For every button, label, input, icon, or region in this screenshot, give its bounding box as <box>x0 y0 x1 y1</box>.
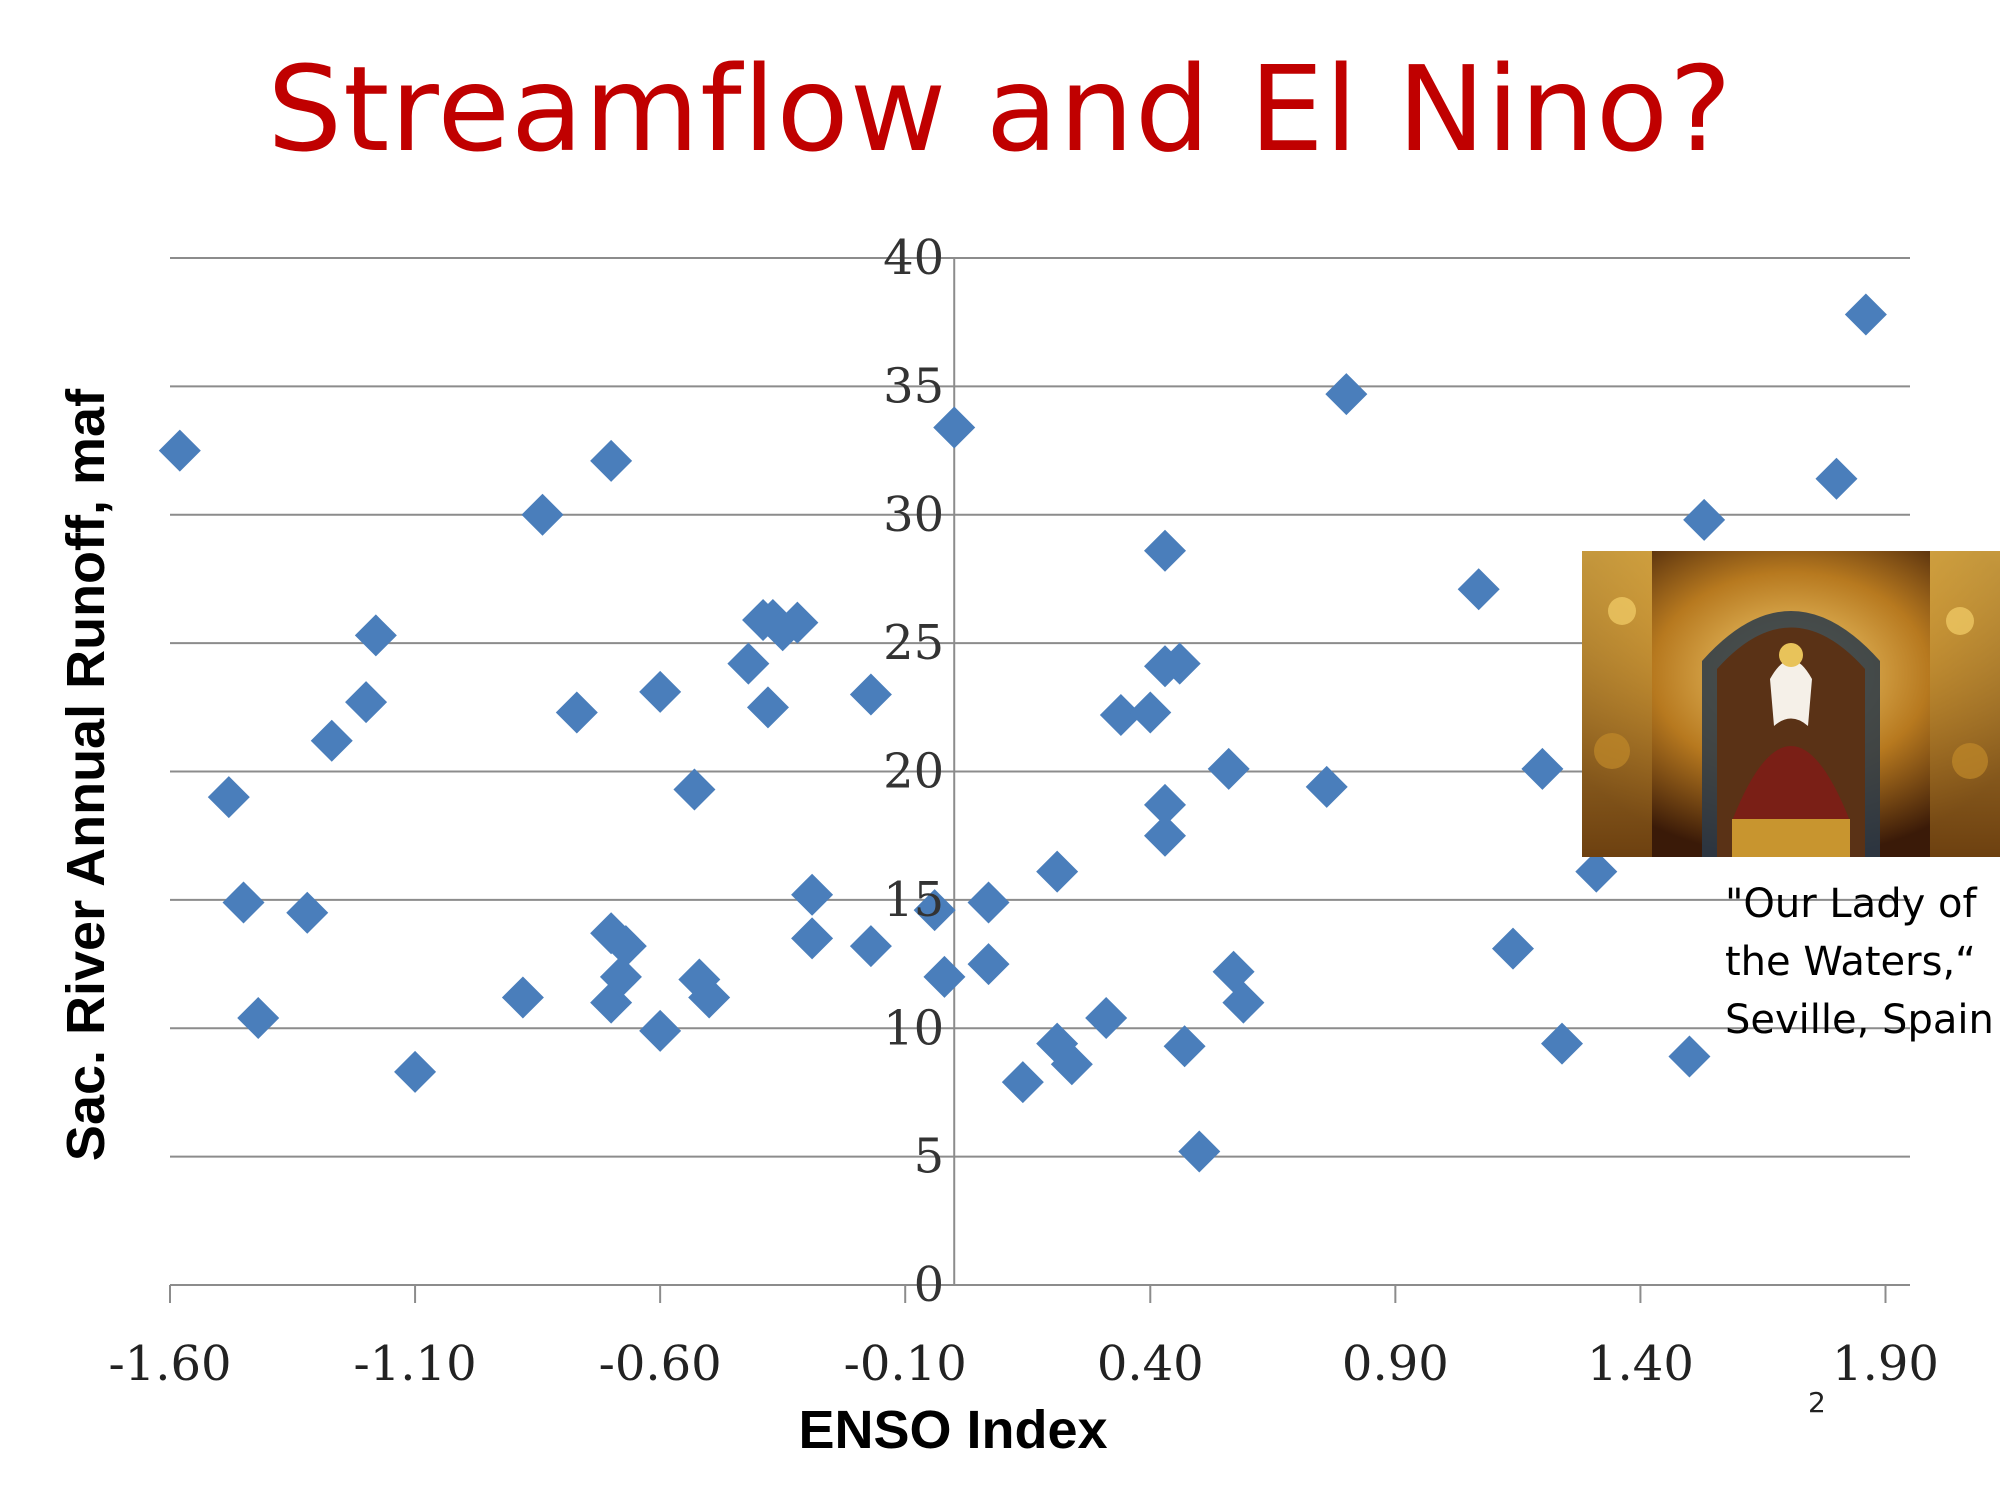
y-tick-label: 40 <box>883 230 944 286</box>
y-tick-labels: 0 5 10 15 20 25 30 35 40 <box>883 230 944 1313</box>
data-point <box>222 881 265 924</box>
data-point <box>501 976 544 1019</box>
data-point <box>1212 950 1255 993</box>
y-tick-label: 30 <box>883 487 944 543</box>
data-point <box>791 917 834 960</box>
data-point <box>1143 783 1186 826</box>
data-point <box>286 891 329 934</box>
data-point <box>849 925 892 968</box>
data-point <box>1521 747 1564 790</box>
gridlines <box>170 257 1910 1286</box>
data-point <box>933 406 976 449</box>
data-point <box>1222 981 1265 1024</box>
x-tick-label: -1.60 <box>108 1336 231 1392</box>
y-tick-label: 35 <box>883 358 944 414</box>
data-point <box>967 881 1010 924</box>
slide-number: 2 <box>1808 1386 1826 1419</box>
y-tick-label: 10 <box>883 1000 944 1056</box>
data-point <box>688 976 731 1019</box>
photo-caption: "Our Lady of the Waters,“ Seville, Spain <box>1725 875 2000 1049</box>
data-point <box>1491 927 1534 970</box>
data-point <box>158 429 201 472</box>
y-tick-label: 15 <box>883 872 944 928</box>
data-point <box>967 943 1010 986</box>
data-point <box>1815 457 1858 500</box>
data-point <box>604 925 647 968</box>
x-axis-title: ENSO Index <box>798 1400 1107 1460</box>
data-point <box>1143 814 1186 857</box>
data-point <box>1305 765 1348 808</box>
caption-line-3: Seville, Spain <box>1725 997 1994 1043</box>
y-axis-title: Sac. River Annual Runoff, maf <box>56 388 116 1161</box>
data-point <box>1178 1130 1221 1173</box>
data-point <box>521 493 564 536</box>
y-tick-label: 5 <box>914 1129 945 1185</box>
data-point <box>1158 642 1201 685</box>
altar-photo <box>1582 551 2000 857</box>
data-point <box>1457 568 1500 611</box>
data-point <box>310 719 353 762</box>
data-point <box>1143 529 1186 572</box>
data-point <box>394 1050 437 1093</box>
x-tick-label: 0.90 <box>1342 1336 1449 1392</box>
data-point <box>1085 996 1128 1039</box>
y-tick-label: 0 <box>914 1257 945 1313</box>
data-point <box>555 691 598 734</box>
data-point <box>1207 747 1250 790</box>
data-point <box>1099 694 1142 737</box>
data-point <box>727 642 770 685</box>
x-tick-label: 1.40 <box>1587 1336 1694 1392</box>
data-point <box>207 776 250 819</box>
data-point <box>345 681 388 724</box>
data-point <box>673 768 716 811</box>
data-point <box>639 670 682 713</box>
caption-line-2: the Waters,“ <box>1725 939 1976 985</box>
data-point <box>1050 1043 1093 1086</box>
data-point <box>590 439 633 482</box>
data-point <box>1129 691 1172 734</box>
y-tick-label: 20 <box>883 744 944 800</box>
data-point <box>1683 498 1726 541</box>
data-point <box>913 889 956 932</box>
data-point <box>1001 1061 1044 1104</box>
data-point <box>354 614 397 657</box>
data-point <box>1163 1025 1206 1068</box>
data-point <box>746 686 789 729</box>
data-points <box>158 293 1887 1173</box>
data-point <box>849 673 892 716</box>
x-tick-label: 1.90 <box>1832 1336 1939 1392</box>
x-tick-label: -1.10 <box>354 1336 477 1392</box>
data-point <box>923 955 966 998</box>
data-point <box>1668 1035 1711 1078</box>
x-tick-label: 0.40 <box>1097 1336 1204 1392</box>
data-point <box>791 873 834 916</box>
data-point <box>237 996 280 1039</box>
y-tick-label: 25 <box>883 615 944 671</box>
data-point <box>1325 373 1368 416</box>
data-point <box>776 601 819 644</box>
data-point <box>639 1009 682 1052</box>
x-tick-label: -0.60 <box>599 1336 722 1392</box>
x-tick-label: -0.10 <box>844 1336 967 1392</box>
x-tick-labels: -1.60 -1.10 -0.60 -0.10 0.40 0.90 1.40 1.90 <box>108 1336 1938 1392</box>
data-point <box>599 955 642 998</box>
data-point <box>1541 1022 1583 1065</box>
slide-title: Streamflow and El Nino? <box>267 40 1733 178</box>
data-point <box>1575 850 1618 893</box>
data-point <box>1844 293 1887 336</box>
data-point <box>1036 850 1079 893</box>
caption-line-1: "Our Lady of <box>1725 881 1977 927</box>
